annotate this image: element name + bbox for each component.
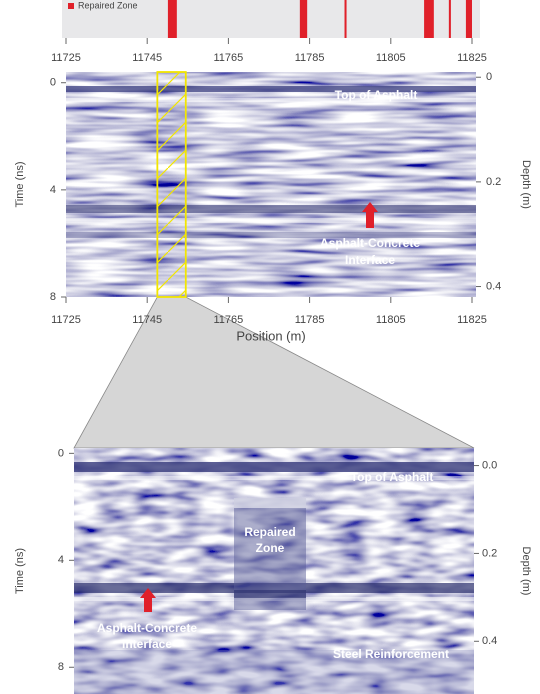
x-tick-label: 11725 xyxy=(51,314,81,326)
arrow xyxy=(140,588,156,612)
annotation: Repaired xyxy=(244,525,295,539)
x-tick-label: 11765 xyxy=(214,314,244,326)
y-tick-label: 4 xyxy=(50,184,56,196)
x-tick-label: 11725 xyxy=(51,52,81,64)
annotation: Top of Asphalt xyxy=(335,88,418,102)
surface-band xyxy=(66,86,476,92)
interface-band xyxy=(66,232,476,238)
annotation: Steel Reinforcement xyxy=(333,647,449,661)
x-tick-label: 11825 xyxy=(457,314,487,326)
y2-tick-label: 0.0 xyxy=(482,459,497,471)
y2-tick-label: 0.4 xyxy=(486,280,501,292)
zoom-box xyxy=(156,71,187,298)
y-axis-title: Time (ns) xyxy=(14,161,26,207)
x-tick-label: 11805 xyxy=(376,314,406,326)
x-tick-label: 11765 xyxy=(214,52,244,64)
x-tick-label: 11785 xyxy=(295,314,325,326)
repaired-zone xyxy=(234,498,306,508)
legend-label: Repaired Zone xyxy=(78,0,138,10)
surface-band xyxy=(74,462,474,472)
arrow xyxy=(362,202,378,228)
repaired-zone-bar xyxy=(344,0,347,38)
annotation: Interface xyxy=(345,253,395,267)
annotation: Top of Asphalt xyxy=(351,470,434,484)
y-tick-label: 4 xyxy=(58,554,64,566)
x-tick-label: 11745 xyxy=(132,52,162,64)
steel-band xyxy=(74,650,474,694)
repaired-zone-bar xyxy=(424,0,434,38)
y2-tick-label: 0.2 xyxy=(482,547,497,559)
radargram xyxy=(66,72,476,297)
surface-band xyxy=(66,98,476,102)
x-tick-label: 11825 xyxy=(457,52,487,64)
repaired-zone xyxy=(234,590,306,598)
interface-band xyxy=(66,218,476,223)
surface-band xyxy=(74,476,474,480)
x-tick-label: 11785 xyxy=(295,52,325,64)
repaired-zone-strip: 11725 11745 11765 11785 11805 11825 xyxy=(51,0,487,64)
legend-swatch xyxy=(68,3,74,9)
y2-tick-label: 0 xyxy=(486,71,492,83)
repaired-zone-bar xyxy=(448,0,451,38)
annotation: Zone xyxy=(256,541,285,555)
y-axis-title: Time (ns) xyxy=(14,548,26,594)
y-tick-label: 0 xyxy=(58,447,64,459)
overview-axes: 11725 11745 11765 11785 11805 11825 Position (… xyxy=(14,71,532,449)
x-tick-label: 11745 xyxy=(132,314,162,326)
y2-axis-title: Depth (m) xyxy=(520,547,532,596)
x-axis-title: Position (m) xyxy=(236,328,305,343)
strip-background xyxy=(62,0,480,38)
repaired-zone-bar xyxy=(465,0,472,38)
repaired-zone-bar xyxy=(167,0,177,38)
y-tick-label: 8 xyxy=(50,291,56,303)
y2-tick-label: 0.4 xyxy=(482,635,497,647)
repaired-zone-bar xyxy=(299,0,308,38)
x-tick-label: 11805 xyxy=(376,52,406,64)
zoom-box-hatch xyxy=(157,72,186,297)
y-tick-label: 8 xyxy=(58,661,64,673)
y2-axis-title: Depth (m) xyxy=(520,160,532,209)
annotation: Asphalt-Concrete xyxy=(320,236,420,250)
annotation: Asphalt-Concrete xyxy=(97,621,197,635)
y-tick-label: 0 xyxy=(50,77,56,89)
annotation: Interface xyxy=(122,637,172,651)
interface-band xyxy=(66,205,476,213)
y2-tick-label: 0.2 xyxy=(486,176,501,188)
detail-axes: 0 4 8 0.0 0.2 0.4 Time (ns) Depth (m) xyxy=(14,447,532,673)
